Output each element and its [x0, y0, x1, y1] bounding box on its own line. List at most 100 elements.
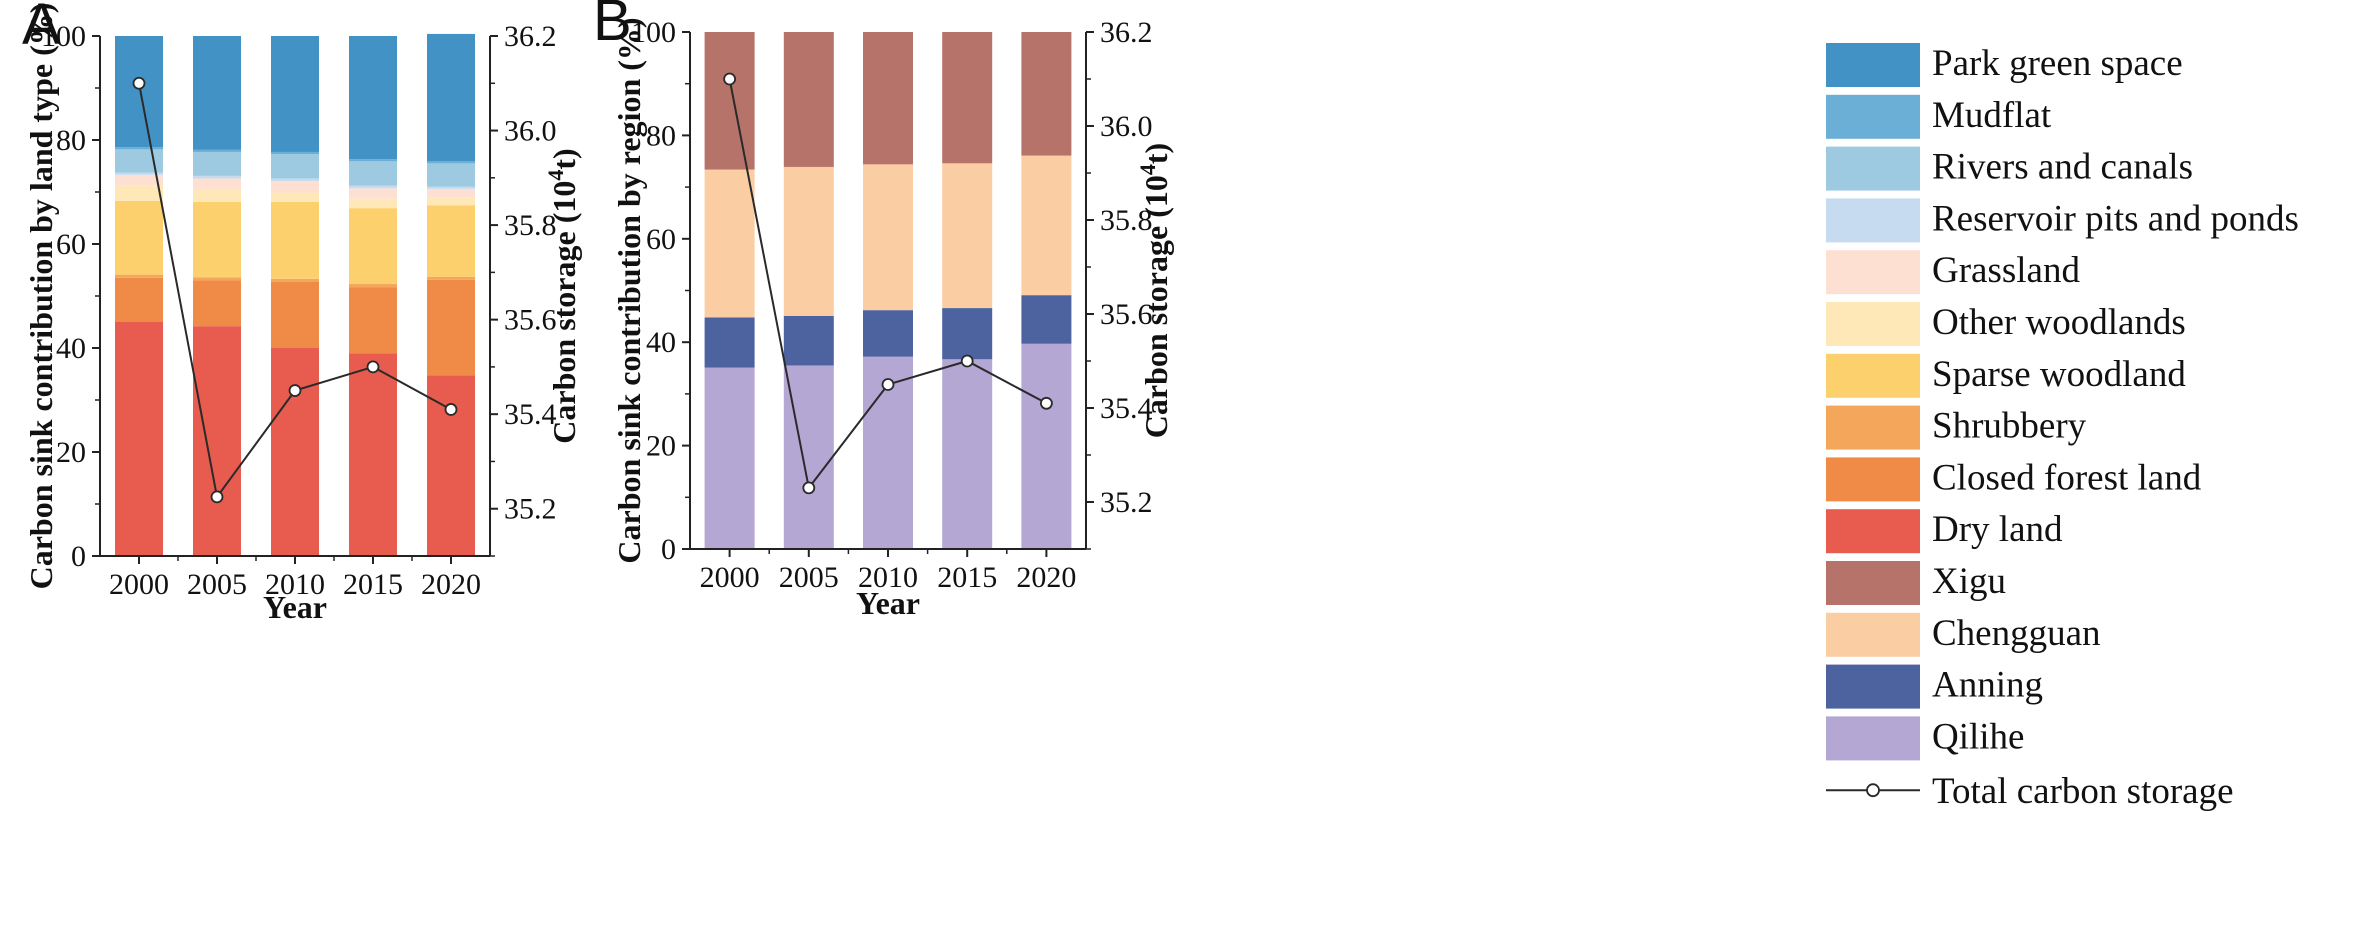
bar-segment	[704, 367, 755, 549]
legend-label: Anning	[1932, 665, 2043, 706]
bar-segment	[271, 154, 319, 179]
line-point	[1040, 396, 1053, 410]
y2-axis-title-part: t)	[1138, 143, 1174, 164]
y2-tick-label: 36.0	[504, 115, 557, 148]
bar-segment	[427, 197, 475, 206]
y2-tick-label: 36.0	[1100, 110, 1153, 143]
y-tick-label: 0	[71, 540, 86, 573]
bar-segment	[942, 163, 993, 309]
bar-segment	[349, 161, 397, 186]
bar-segment	[349, 185, 397, 189]
x-tick-label: 2020	[1016, 561, 1076, 594]
bar-segment	[349, 198, 397, 209]
legend-swatch	[1826, 457, 1920, 502]
y2-tick-label: 35.8	[504, 209, 557, 242]
bar-segment	[193, 36, 241, 150]
bar-segment	[783, 365, 834, 549]
y-tick-label: 100	[631, 16, 676, 49]
legend-swatch	[1826, 94, 1920, 139]
legend-swatch	[1826, 664, 1920, 709]
bar-segment	[271, 151, 319, 155]
panel-b-chart: B 0 20 40 60 80 100 35.2 35.4 35.6 35.8 36.0 36.2 200…	[593, 0, 1174, 621]
x-tick-label: 2000	[109, 568, 169, 601]
bar-segment	[704, 317, 755, 368]
y2-axis-title-part: t)	[546, 148, 582, 169]
legend-label: Rivers and canals	[1932, 147, 2193, 188]
bar-segment	[427, 188, 475, 198]
x-tick-label: 2005	[779, 561, 839, 594]
x-tick-label: 2010	[858, 561, 918, 594]
y-tick-label: 60	[56, 228, 86, 261]
y2-axis-title-part: Carbon storage (10	[1138, 175, 1174, 438]
panel-letter: A	[22, 0, 61, 57]
legend-swatch	[1826, 509, 1920, 554]
bar-segment	[115, 147, 163, 150]
bar-segment	[271, 181, 319, 193]
bar-segment	[704, 32, 755, 170]
bar-segment	[193, 280, 241, 327]
y2-tick-label: 35.8	[1100, 204, 1153, 237]
line-point	[802, 481, 816, 495]
bar-segment	[863, 310, 913, 357]
bar-segment	[427, 375, 475, 556]
legend-label: Xigu	[1932, 561, 2006, 602]
bar-segment	[349, 208, 397, 285]
legend-swatch	[1826, 302, 1920, 346]
y-axis-title: Carbon sink contribution by land type (%…	[23, 3, 59, 590]
bar-segment	[427, 161, 475, 164]
bar-segment	[1021, 32, 1072, 156]
bar-segment	[115, 277, 163, 322]
bar-segment	[427, 279, 475, 376]
y2-tick-label: 35.6	[504, 304, 557, 337]
legend-label: Total carbon storage	[1932, 771, 2234, 812]
bar-segment	[783, 166, 834, 316]
bar-segment	[193, 178, 241, 190]
y2-tick-label: 35.2	[504, 493, 557, 526]
legend-label: Reservoir pits and ponds	[1932, 198, 2299, 239]
bar-segment	[115, 185, 163, 201]
bar-segment	[349, 36, 397, 160]
y2-axis-title-part: Carbon storage (10	[546, 181, 582, 444]
bar-segment	[349, 353, 397, 556]
legend-label: Sparse woodland	[1932, 354, 2186, 395]
y2-tick-label: 35.4	[504, 398, 557, 431]
x-tick-label: 2010	[265, 568, 325, 601]
line-point	[366, 360, 380, 374]
bar-segment	[115, 322, 163, 556]
y-tick-label: 60	[646, 223, 676, 256]
bar-segment	[1021, 295, 1072, 344]
bar-segment	[115, 149, 163, 173]
bar-segment	[271, 201, 319, 279]
bar-segment	[942, 308, 993, 360]
bar-segment	[863, 32, 913, 165]
bar-segment	[193, 175, 241, 179]
legend-swatch	[1826, 612, 1920, 657]
legend-label: Mudflat	[1932, 95, 2052, 136]
legend-swatch	[1826, 405, 1920, 450]
bar-segment	[427, 186, 475, 189]
line-point	[210, 490, 224, 504]
x-tick-label: 2015	[343, 568, 403, 601]
bar-segment	[115, 36, 163, 148]
y2-tick-label: 35.4	[1100, 392, 1153, 425]
y-tick-label: 20	[56, 436, 86, 469]
bar-segment	[1021, 155, 1072, 296]
bar-segment	[349, 284, 397, 288]
legend-swatch	[1826, 43, 1920, 87]
x-axis-title: Year	[263, 589, 327, 625]
y-tick-label: 80	[646, 119, 676, 152]
bar-segment	[427, 33, 475, 162]
x-tick-label: 2005	[187, 568, 247, 601]
panel-a-chart: A 0 20 40 60 80 100 35.2 35.4 35.6 35.8 36.0 36.2 200…	[22, 0, 582, 625]
bar-segment	[427, 276, 475, 280]
bar-segment	[942, 359, 993, 549]
legend-swatch	[1826, 353, 1920, 398]
line-point	[960, 354, 974, 368]
legend-label: Closed forest land	[1932, 457, 2202, 498]
bar-segment	[193, 151, 241, 176]
y2-tick-label: 36.2	[1100, 16, 1153, 49]
y2-tick-label: 35.2	[1100, 486, 1153, 519]
bar-segment	[271, 192, 319, 202]
bar-segment	[349, 159, 397, 162]
